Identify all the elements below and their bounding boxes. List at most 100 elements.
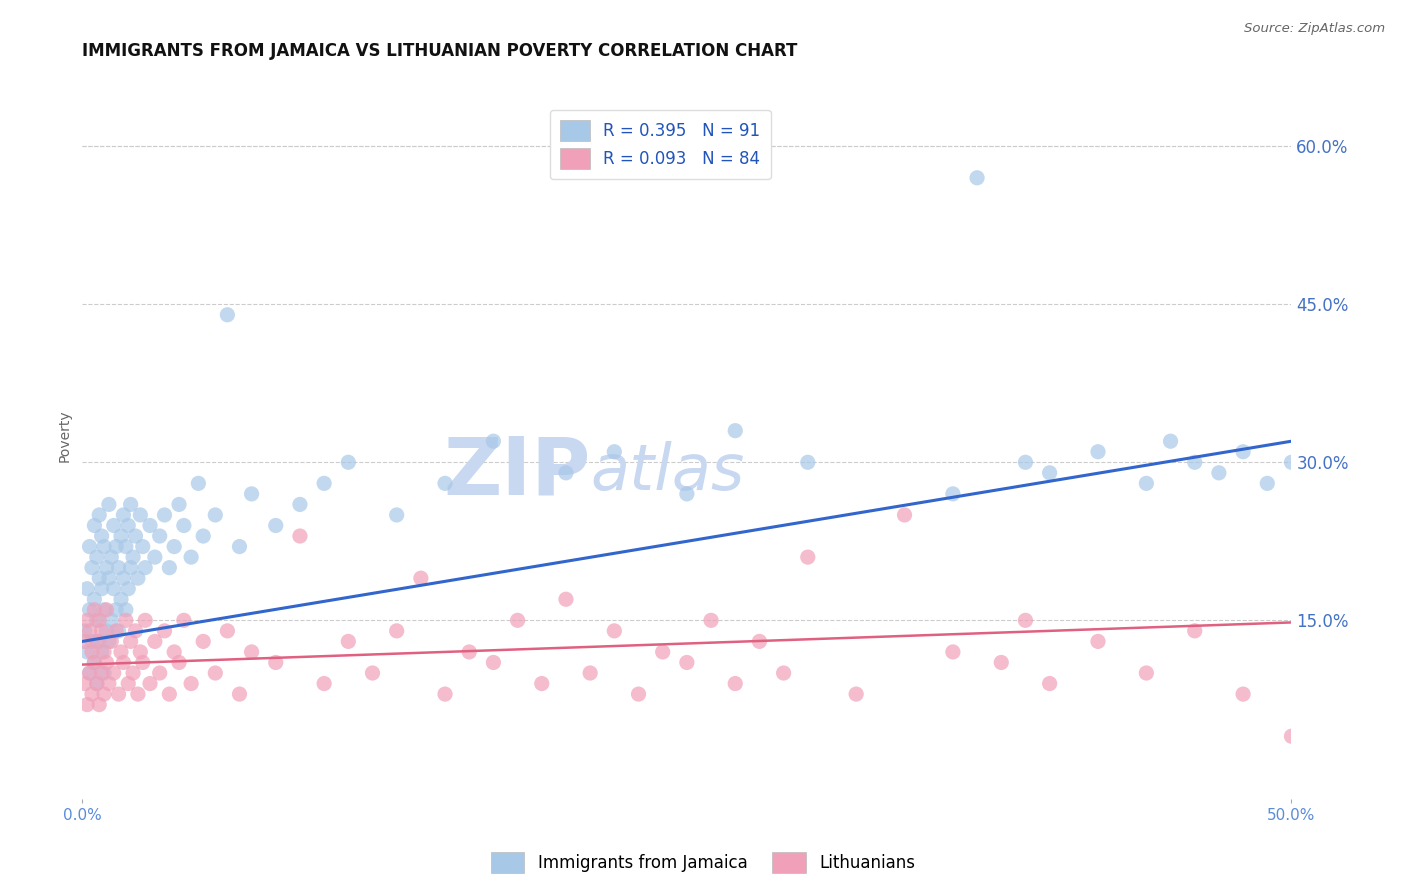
Point bbox=[482, 434, 505, 449]
Point bbox=[103, 582, 125, 596]
Point bbox=[86, 634, 108, 648]
Point bbox=[79, 624, 101, 638]
Point bbox=[134, 613, 156, 627]
Point bbox=[110, 592, 132, 607]
Point bbox=[120, 560, 142, 574]
Point bbox=[90, 624, 112, 638]
Point bbox=[990, 656, 1012, 670]
Point bbox=[264, 518, 287, 533]
Point bbox=[157, 560, 180, 574]
Point bbox=[153, 508, 176, 522]
Point bbox=[724, 676, 747, 690]
Point bbox=[143, 550, 166, 565]
Point bbox=[228, 687, 250, 701]
Point bbox=[530, 676, 553, 690]
Point bbox=[314, 676, 336, 690]
Point bbox=[129, 508, 152, 522]
Point bbox=[89, 613, 111, 627]
Point bbox=[1014, 613, 1036, 627]
Point bbox=[90, 529, 112, 543]
Point bbox=[240, 645, 263, 659]
Point bbox=[409, 571, 432, 585]
Point bbox=[97, 676, 120, 690]
Point bbox=[114, 540, 136, 554]
Point bbox=[107, 687, 129, 701]
Point bbox=[1256, 476, 1278, 491]
Point bbox=[127, 687, 149, 701]
Point bbox=[1184, 624, 1206, 638]
Point bbox=[86, 676, 108, 690]
Point bbox=[845, 687, 868, 701]
Point bbox=[110, 529, 132, 543]
Point bbox=[1281, 455, 1303, 469]
Point bbox=[124, 624, 146, 638]
Point bbox=[90, 645, 112, 659]
Point bbox=[288, 529, 311, 543]
Point bbox=[143, 634, 166, 648]
Point bbox=[105, 603, 128, 617]
Point bbox=[167, 498, 190, 512]
Point bbox=[240, 487, 263, 501]
Point bbox=[83, 592, 105, 607]
Point bbox=[112, 656, 135, 670]
Point bbox=[100, 613, 122, 627]
Point bbox=[797, 455, 820, 469]
Point bbox=[458, 645, 481, 659]
Point bbox=[1281, 729, 1303, 743]
Point bbox=[204, 665, 226, 680]
Point bbox=[132, 540, 155, 554]
Point bbox=[105, 624, 128, 638]
Point bbox=[114, 613, 136, 627]
Point bbox=[676, 487, 699, 501]
Point bbox=[132, 656, 155, 670]
Point bbox=[89, 698, 111, 712]
Point bbox=[180, 676, 202, 690]
Point bbox=[385, 508, 408, 522]
Point bbox=[193, 634, 215, 648]
Point bbox=[966, 170, 988, 185]
Point bbox=[797, 550, 820, 565]
Point bbox=[676, 656, 699, 670]
Point bbox=[96, 560, 118, 574]
Text: IMMIGRANTS FROM JAMAICA VS LITHUANIAN POVERTY CORRELATION CHART: IMMIGRANTS FROM JAMAICA VS LITHUANIAN PO… bbox=[83, 42, 797, 60]
Point bbox=[73, 676, 96, 690]
Point bbox=[120, 498, 142, 512]
Point bbox=[361, 665, 384, 680]
Point bbox=[651, 645, 673, 659]
Point bbox=[79, 540, 101, 554]
Point bbox=[89, 571, 111, 585]
Point bbox=[90, 665, 112, 680]
Point bbox=[83, 603, 105, 617]
Point bbox=[942, 487, 965, 501]
Point bbox=[772, 665, 794, 680]
Point bbox=[204, 508, 226, 522]
Point bbox=[337, 455, 360, 469]
Point bbox=[122, 665, 145, 680]
Point bbox=[942, 645, 965, 659]
Text: atlas: atlas bbox=[591, 442, 744, 503]
Point bbox=[96, 603, 118, 617]
Point bbox=[1014, 455, 1036, 469]
Point bbox=[1160, 434, 1182, 449]
Point bbox=[139, 676, 162, 690]
Point bbox=[93, 665, 115, 680]
Point bbox=[748, 634, 770, 648]
Point bbox=[180, 550, 202, 565]
Point bbox=[555, 466, 578, 480]
Point bbox=[482, 656, 505, 670]
Point bbox=[1135, 476, 1157, 491]
Point bbox=[93, 687, 115, 701]
Point bbox=[117, 676, 139, 690]
Point bbox=[139, 518, 162, 533]
Point bbox=[89, 634, 111, 648]
Text: Source: ZipAtlas.com: Source: ZipAtlas.com bbox=[1244, 22, 1385, 36]
Point bbox=[193, 529, 215, 543]
Point bbox=[114, 603, 136, 617]
Point bbox=[187, 476, 209, 491]
Point bbox=[1087, 634, 1109, 648]
Point bbox=[217, 624, 239, 638]
Point bbox=[385, 624, 408, 638]
Point bbox=[93, 645, 115, 659]
Point bbox=[86, 613, 108, 627]
Point bbox=[724, 424, 747, 438]
